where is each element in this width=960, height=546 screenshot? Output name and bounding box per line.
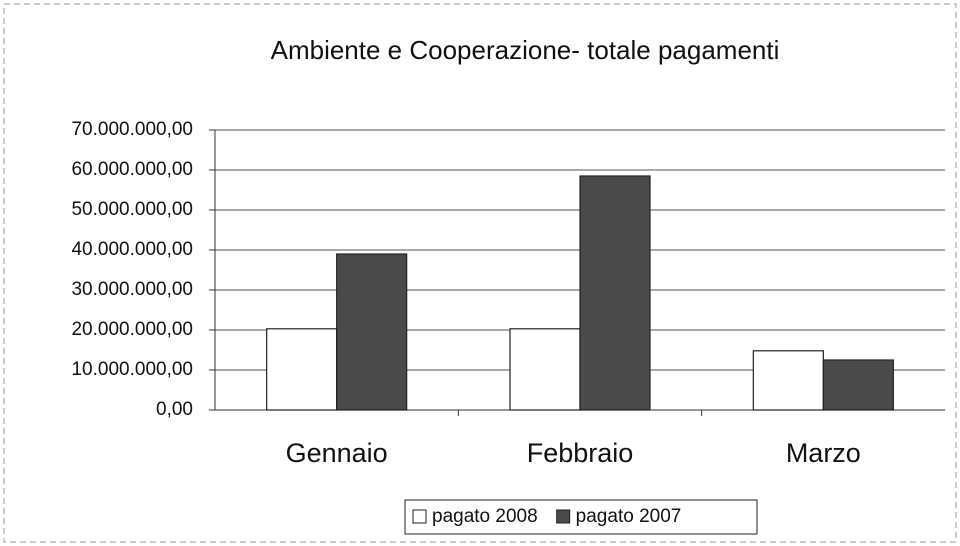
x-tick-label: Febbraio <box>527 438 634 468</box>
y-tick-label: 60.000.000,00 <box>71 159 193 180</box>
y-tick-label: 40.000.000,00 <box>71 239 193 260</box>
y-tick-label: 20.000.000,00 <box>71 319 193 340</box>
y-tick-label: 0,00 <box>156 399 193 420</box>
y-tick-label: 10.000.000,00 <box>71 359 193 380</box>
bar <box>266 328 338 411</box>
legend-swatch <box>556 509 571 524</box>
chart-title: Ambiente e Cooperazione- totale pagament… <box>271 35 780 65</box>
bar <box>336 253 408 411</box>
bar <box>579 175 651 411</box>
chart-frame <box>3 3 957 543</box>
bar <box>752 350 824 411</box>
legend-swatch <box>412 509 427 524</box>
legend-label: pagato 2008 <box>432 506 538 527</box>
y-tick-label: 70.000.000,00 <box>71 119 193 140</box>
legend-label: pagato 2007 <box>576 506 682 527</box>
y-tick-label: 30.000.000,00 <box>71 279 193 300</box>
legend-box <box>404 499 758 535</box>
x-tick-label: Gennaio <box>286 438 388 468</box>
bar <box>822 359 894 411</box>
x-tick-label: Marzo <box>786 438 861 468</box>
y-tick-label: 50.000.000,00 <box>71 199 193 220</box>
bar <box>509 328 581 411</box>
